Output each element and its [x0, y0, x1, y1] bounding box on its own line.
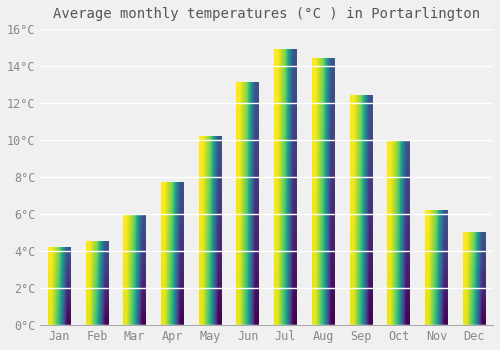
Title: Average monthly temperatures (°C ) in Portarlington: Average monthly temperatures (°C ) in Po… [53, 7, 480, 21]
